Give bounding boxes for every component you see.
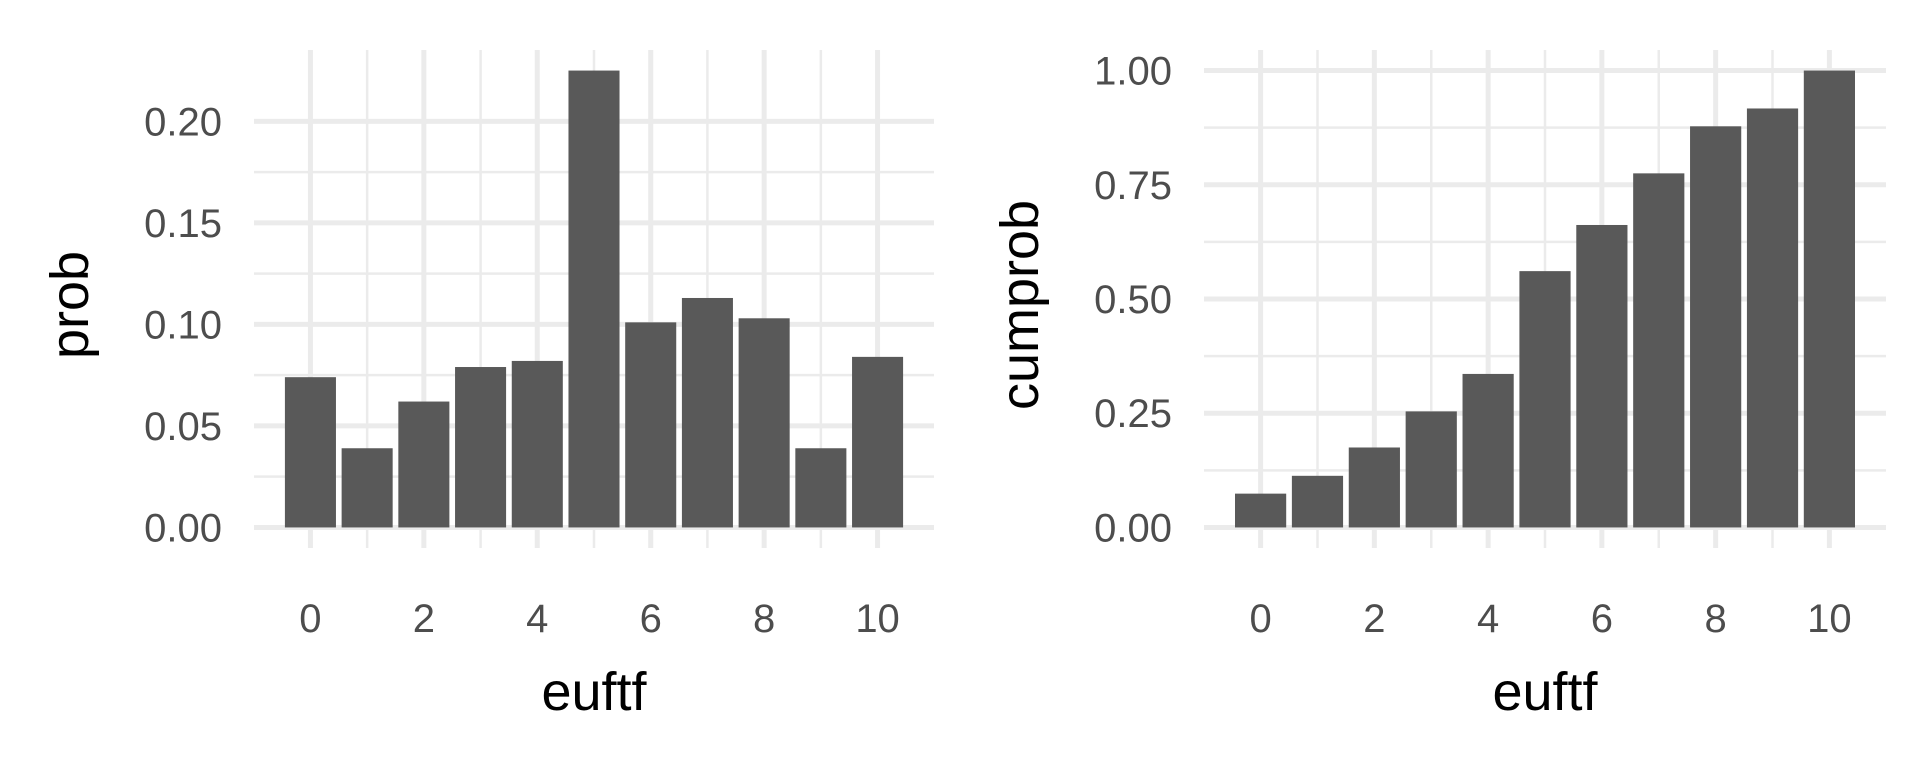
x-tick-label: 6 — [640, 597, 662, 641]
bar-3 — [455, 367, 507, 528]
y-tick-label: 0.25 — [1094, 392, 1172, 436]
x-tick-label: 8 — [753, 597, 775, 641]
bar-1 — [1291, 475, 1344, 528]
bar-5 — [568, 70, 620, 528]
bar-2 — [1348, 447, 1400, 528]
cumprob-x-tick-labels: 0 2 4 6 8 10 — [1249, 597, 1851, 641]
x-tick-label: 8 — [1705, 597, 1727, 641]
bar-0 — [284, 377, 336, 528]
y-tick-label: 0.20 — [144, 100, 222, 144]
prob-bar-chart: 0.00 0.05 0.10 0.15 0.20 0 2 4 6 8 10 euftf prob — [40, 50, 934, 722]
cumprob-y-tick-labels: 0.00 0.25 0.50 0.75 1.00 — [1094, 50, 1172, 551]
cumprob-y-axis-title: cumprob — [990, 200, 1050, 410]
bar-4 — [511, 360, 563, 528]
cumprob-bar-chart: 0.00 0.25 0.50 0.75 1.00 0 2 4 6 8 10 euftf cumpr… — [990, 50, 1886, 722]
bar-9 — [1746, 108, 1799, 528]
y-tick-label: 0.10 — [144, 303, 222, 347]
y-tick-label: 0.15 — [144, 202, 222, 246]
x-tick-label: 0 — [1249, 597, 1271, 641]
x-tick-label: 10 — [1807, 597, 1852, 641]
y-tick-label: 0.00 — [1094, 506, 1172, 550]
prob-y-tick-labels: 0.00 0.05 0.10 0.15 0.20 — [144, 100, 222, 550]
bar-7 — [681, 297, 733, 528]
bar-7 — [1633, 173, 1685, 528]
prob-bars — [284, 70, 904, 528]
bar-6 — [1576, 224, 1628, 528]
cumprob-x-axis-title: euftf — [1492, 662, 1598, 722]
y-tick-label: 0.00 — [144, 506, 222, 550]
x-tick-label: 10 — [855, 597, 900, 641]
x-tick-label: 0 — [299, 597, 321, 641]
y-tick-label: 0.50 — [1094, 278, 1172, 322]
bar-4 — [1462, 373, 1514, 528]
bar-5 — [1519, 271, 1571, 528]
prob-x-axis-title: euftf — [541, 662, 647, 722]
y-tick-label: 1.00 — [1094, 50, 1172, 94]
bar-1 — [341, 448, 393, 528]
bar-8 — [738, 318, 790, 528]
x-tick-label: 2 — [413, 597, 435, 641]
bar-9 — [795, 448, 847, 528]
bar-8 — [1690, 126, 1742, 528]
bar-10 — [852, 356, 904, 528]
y-tick-label: 0.05 — [144, 405, 222, 449]
prob-y-axis-title: prob — [40, 251, 100, 359]
bar-0 — [1235, 493, 1287, 528]
x-tick-label: 2 — [1363, 597, 1385, 641]
bar-10 — [1803, 70, 1855, 528]
bar-3 — [1405, 411, 1457, 528]
x-tick-label: 4 — [1477, 597, 1499, 641]
x-tick-label: 6 — [1591, 597, 1613, 641]
cumprob-bars — [1235, 70, 1855, 528]
x-tick-label: 4 — [526, 597, 548, 641]
prob-x-tick-labels: 0 2 4 6 8 10 — [299, 597, 900, 641]
bar-2 — [398, 401, 450, 528]
bar-6 — [625, 322, 677, 528]
y-tick-label: 0.75 — [1094, 164, 1172, 208]
